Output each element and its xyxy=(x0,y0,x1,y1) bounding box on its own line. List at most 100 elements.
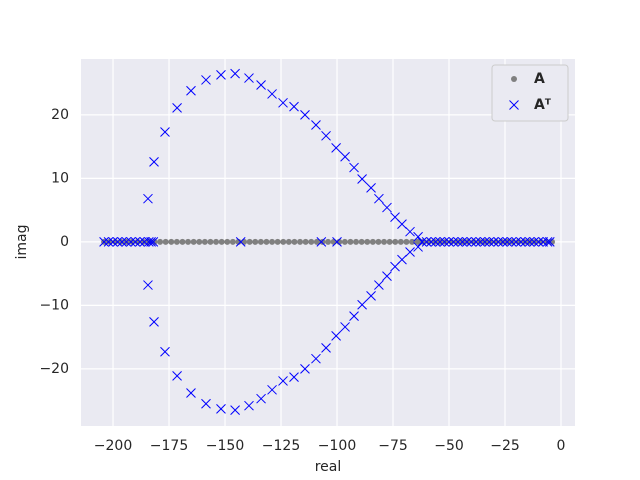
x-tick-label: −75 xyxy=(378,438,408,454)
y-tick-label: −20 xyxy=(39,361,69,377)
marker-stroke xyxy=(311,120,321,130)
point xyxy=(321,130,331,141)
point xyxy=(280,238,287,245)
point xyxy=(453,238,460,245)
point xyxy=(382,271,392,282)
y-tick-label: 10 xyxy=(51,170,69,186)
x-tick-label: −175 xyxy=(150,438,188,454)
point xyxy=(448,238,455,245)
point xyxy=(246,238,253,245)
point xyxy=(207,238,214,245)
legend-marker xyxy=(511,76,517,82)
marker-stroke xyxy=(484,237,495,247)
point xyxy=(168,238,175,245)
marker-stroke xyxy=(417,237,427,247)
point xyxy=(488,237,499,247)
point xyxy=(224,238,231,245)
marker-stroke xyxy=(374,280,384,290)
marker-stroke xyxy=(289,372,299,382)
marker-stroke xyxy=(413,242,423,252)
point xyxy=(382,202,392,213)
point xyxy=(331,143,341,153)
point xyxy=(313,238,320,245)
point xyxy=(106,238,113,245)
legend-label: A xyxy=(534,71,545,87)
point xyxy=(311,120,321,130)
marker-stroke xyxy=(289,101,299,112)
marker-stroke xyxy=(230,405,240,415)
point xyxy=(235,237,246,247)
point xyxy=(302,238,309,245)
point xyxy=(497,237,508,247)
point xyxy=(511,237,522,247)
point xyxy=(103,237,114,247)
x-tick-label: −125 xyxy=(262,438,300,454)
y-tick-label: 20 xyxy=(51,107,69,123)
marker-stroke xyxy=(533,237,544,247)
point xyxy=(349,311,359,322)
marker-stroke xyxy=(332,237,342,247)
point xyxy=(179,238,186,245)
marker-stroke xyxy=(121,237,132,247)
point xyxy=(470,238,477,245)
marker-stroke xyxy=(216,70,226,80)
marker-stroke xyxy=(143,280,153,290)
marker-stroke xyxy=(108,237,118,247)
point xyxy=(457,237,468,247)
marker-stroke xyxy=(497,237,508,247)
point xyxy=(229,238,236,245)
marker-stroke xyxy=(278,97,288,108)
point xyxy=(347,238,354,245)
point xyxy=(543,238,550,245)
point xyxy=(435,237,445,247)
point xyxy=(366,183,376,193)
point xyxy=(173,238,180,245)
point xyxy=(524,237,535,247)
point xyxy=(186,85,196,96)
point xyxy=(108,237,118,247)
point xyxy=(549,238,556,245)
marker-stroke xyxy=(457,237,468,247)
point xyxy=(130,237,141,247)
point xyxy=(172,370,182,381)
marker-stroke xyxy=(103,237,114,247)
marker-stroke xyxy=(405,247,415,257)
point xyxy=(274,238,281,245)
marker-stroke xyxy=(267,89,277,99)
marker-stroke xyxy=(349,162,359,173)
marker-stroke xyxy=(366,290,376,301)
legend: A Aᵀ xyxy=(491,64,569,122)
marker-stroke xyxy=(430,237,441,247)
point xyxy=(185,238,192,245)
marker-stroke xyxy=(426,237,436,247)
point xyxy=(425,238,432,245)
marker-stroke xyxy=(435,237,445,247)
point xyxy=(267,384,277,395)
point xyxy=(529,237,539,247)
point xyxy=(216,404,226,414)
point xyxy=(544,237,555,247)
point xyxy=(331,330,341,341)
marker-stroke xyxy=(172,103,182,113)
marker-stroke xyxy=(479,237,490,247)
marker-stroke xyxy=(439,237,450,247)
point xyxy=(509,238,516,245)
point xyxy=(126,237,136,247)
point xyxy=(291,238,298,245)
marker-stroke xyxy=(130,237,141,247)
marker-stroke xyxy=(172,370,182,381)
point xyxy=(289,372,299,382)
marker-stroke xyxy=(466,237,477,247)
point xyxy=(493,237,504,247)
point xyxy=(289,101,299,112)
marker-stroke xyxy=(453,237,463,247)
marker-stroke xyxy=(139,237,150,247)
point xyxy=(465,238,472,245)
x-tick-label: −25 xyxy=(490,438,520,454)
point xyxy=(439,237,450,247)
point xyxy=(515,237,526,247)
point xyxy=(157,238,164,245)
point xyxy=(330,238,337,245)
point xyxy=(148,237,159,247)
point xyxy=(374,280,384,290)
